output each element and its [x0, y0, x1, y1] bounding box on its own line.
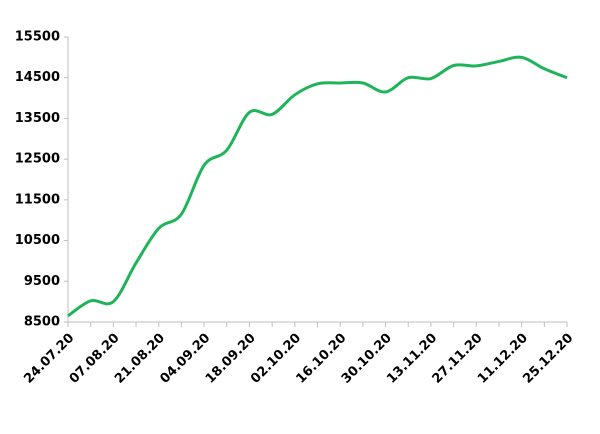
y-tick-label: 12500	[15, 152, 60, 167]
y-tick-label: 14500	[15, 70, 60, 85]
line	[67, 55, 568, 318]
y-tick-label: 15500	[15, 30, 60, 45]
y-tick-label: 11500	[15, 192, 60, 207]
y-tick-label: 10500	[15, 233, 60, 248]
y-tick-label: 9500	[24, 274, 60, 289]
y-tick-label: 8500	[24, 315, 60, 330]
y-tick-label: 13500	[15, 111, 60, 126]
